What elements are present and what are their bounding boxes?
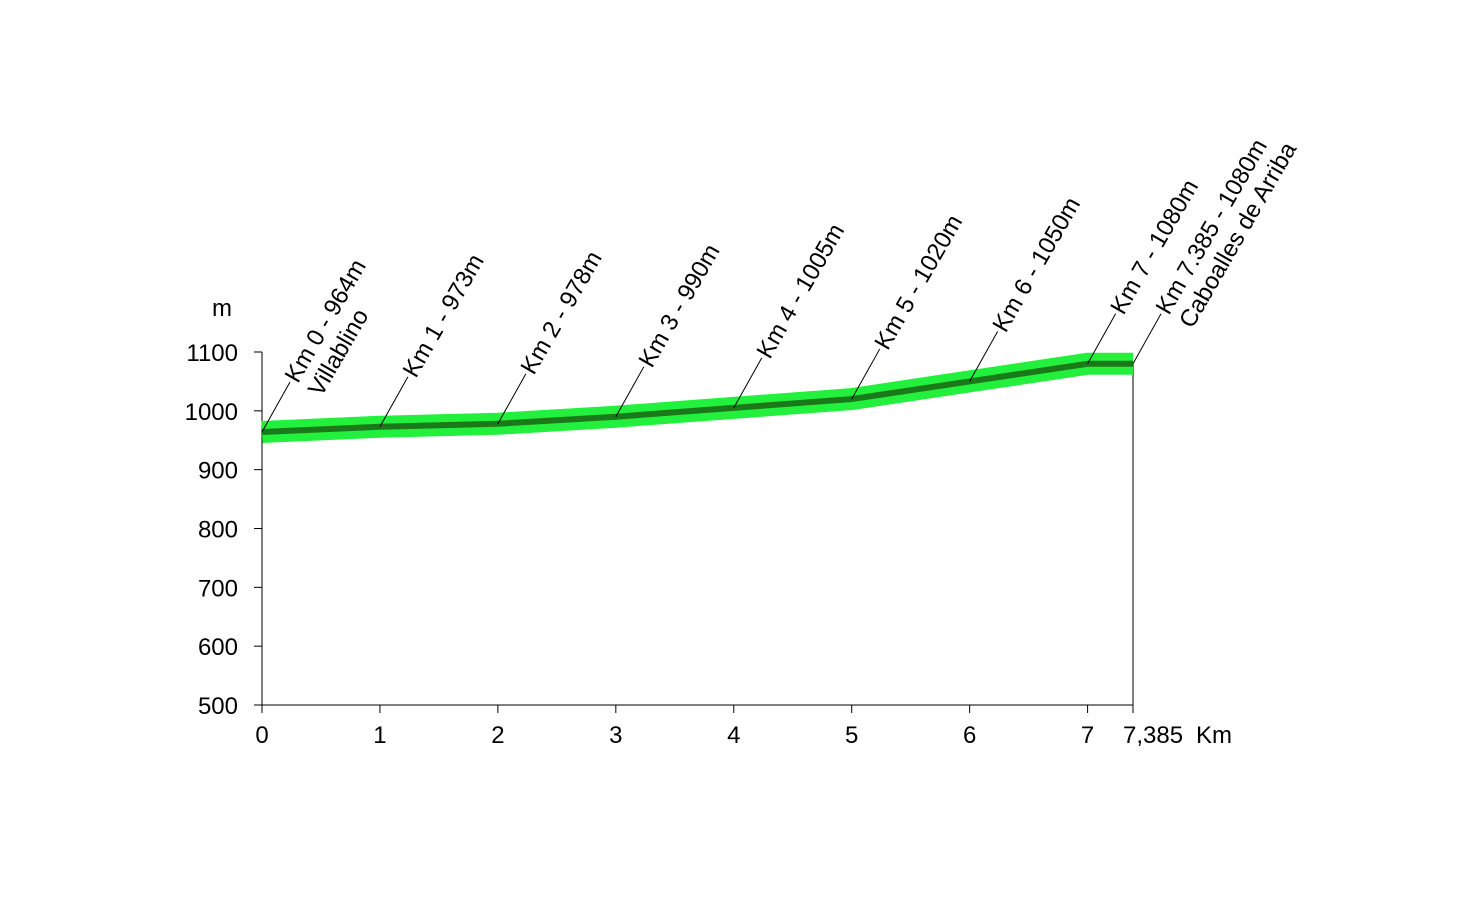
- x-tick-label: 5: [845, 722, 858, 749]
- x-tick-label: 4: [727, 722, 740, 749]
- y-tick-label: 900: [198, 458, 238, 485]
- annotation-label: Km 4 - 1005m: [752, 219, 851, 363]
- annotation-leader: [379, 376, 409, 427]
- x-tick-label: 0: [255, 722, 268, 749]
- x-tick-label: 2: [491, 722, 504, 749]
- y-tick-label: 1100: [186, 340, 238, 367]
- x-tick-label: 7: [1081, 722, 1094, 749]
- y-tick-label: 500: [198, 693, 238, 720]
- annotation-label: Km 1 - 973m: [398, 250, 490, 382]
- annotation-leader: [851, 348, 881, 400]
- y-tick-label: 700: [198, 575, 238, 602]
- annotation-leader: [1132, 313, 1162, 365]
- x-axis-label: Km: [1196, 722, 1232, 749]
- profile-line: [261, 360, 1133, 436]
- annotation-leader: [1087, 313, 1117, 365]
- x-tick-label: 6: [963, 722, 976, 749]
- annotation-label: Km 2 - 978m: [516, 247, 608, 379]
- x-tick-label: 1: [373, 722, 386, 749]
- y-tick-label: 800: [198, 517, 238, 544]
- y-tick-label: 600: [198, 634, 238, 661]
- annotation-label: Km 5 - 1020m: [869, 210, 968, 354]
- annotation-leader: [969, 331, 999, 382]
- annotation-leader: [497, 373, 527, 425]
- annotation-leader: [733, 357, 763, 409]
- annotation-label: Km 6 - 1050m: [987, 193, 1086, 337]
- annotation-leader: [261, 381, 291, 433]
- annotation-leader: [615, 366, 645, 417]
- y-tick-label: 1000: [185, 399, 238, 426]
- y-axis-label: m: [212, 295, 232, 322]
- annotation-label: Km 3 - 990m: [634, 240, 726, 372]
- x-tick-label: 3: [609, 722, 622, 749]
- x-tick-label: 7,385: [1123, 722, 1183, 749]
